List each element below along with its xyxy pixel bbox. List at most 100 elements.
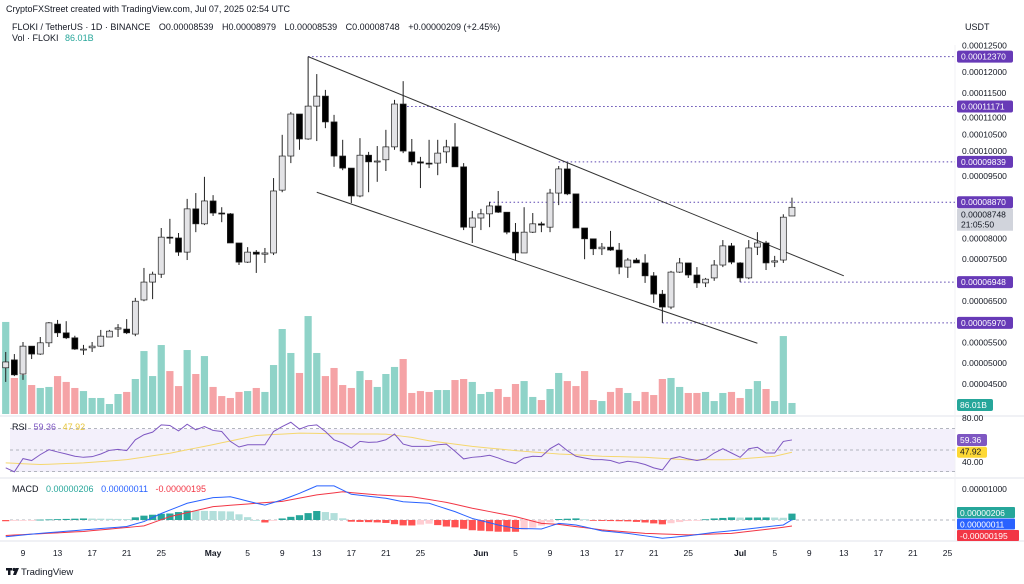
macd-histogram-bar [788, 513, 796, 520]
rsi-value-axis-label: 59.36 [960, 435, 982, 445]
macd-histogram-bar [727, 517, 736, 520]
candle [261, 247, 269, 263]
macd-histogram-bar [347, 520, 355, 522]
volume-bar [235, 391, 243, 414]
macd-signal-axis-label-box [957, 530, 1019, 541]
level-price-label-box [957, 196, 1013, 209]
candle [157, 228, 165, 278]
volume-bar [416, 391, 425, 414]
candle-body [745, 247, 753, 279]
time-tick-label: Jul [734, 548, 746, 558]
volume-bar [97, 397, 105, 414]
candle-body [114, 327, 122, 330]
channel-upper-trendline[interactable] [307, 56, 844, 277]
candle [494, 190, 502, 214]
candle-body [754, 242, 761, 248]
price-tick-label: 0.00004500 [962, 379, 1007, 389]
tradingview-logo[interactable]: TradingView [6, 567, 73, 578]
macd-signal-line [5, 491, 793, 536]
candle-body [106, 330, 113, 338]
candle-body [607, 246, 614, 251]
volume-bar [53, 376, 62, 414]
candle-body [54, 323, 61, 334]
candle [140, 267, 148, 302]
time-tick-label: 17 [614, 548, 624, 558]
volume-bar [123, 391, 131, 414]
symbol-legend[interactable]: FLOKI / TetherUS · 1D · BINANCE O0.00008… [12, 22, 500, 32]
volume-bar [71, 387, 79, 414]
time-tick-label: 9 [280, 548, 285, 558]
rsi-legend[interactable]: RSI 59.36 47.92 [12, 422, 85, 432]
candle-body [209, 200, 217, 214]
candle [131, 297, 139, 337]
candle [54, 319, 61, 337]
macd-histogram-bar [209, 511, 217, 520]
volume-bar [494, 389, 502, 414]
candle-body [123, 328, 131, 334]
candle-body [399, 103, 407, 152]
time-axis[interactable]: 9 13 17 21 25 May 5 9 13 17 21 25 Jun 5 9 13 17 21 25 Jul 5 9… [21, 548, 953, 558]
channel-lower-trendline[interactable] [316, 191, 758, 344]
candle-body [503, 211, 511, 233]
volume-bar [10, 377, 18, 414]
macd-histogram-bar [511, 520, 520, 532]
rsi-ma-axis-label: 47.92 [960, 447, 982, 457]
volume-bar [295, 372, 304, 414]
candle-body [201, 200, 208, 225]
volume-bar [658, 379, 666, 414]
candle [443, 139, 450, 164]
candle-body [667, 271, 675, 308]
candle [684, 262, 692, 278]
time-tick-label: 21 [381, 548, 391, 558]
candle [391, 99, 398, 150]
candle-body [287, 113, 295, 157]
candle [719, 240, 727, 268]
candle [347, 167, 355, 204]
volume-bar [477, 394, 485, 414]
candle-body [581, 227, 588, 240]
candle [503, 211, 511, 235]
candle-body [563, 168, 571, 195]
volume-bar [19, 375, 27, 414]
candle [754, 232, 761, 256]
candle-body [693, 274, 701, 284]
volume-bars [2, 316, 796, 414]
macd-histogram-bar [589, 520, 597, 521]
candle [175, 232, 182, 256]
macd-histogram-bar [701, 519, 710, 521]
candle [218, 207, 226, 223]
candle-body [779, 216, 787, 261]
macd-legend[interactable]: MACD 0.00000206 0.00000011 -0.00000195 [12, 484, 206, 494]
volume-bar [572, 386, 580, 414]
trendlines[interactable] [307, 56, 844, 344]
macd-histogram-bar [269, 520, 278, 521]
macd-histogram-bar [62, 518, 70, 520]
time-tick-label: 21 [122, 548, 132, 558]
macd-histogram-bar [684, 520, 692, 521]
volume-bar [114, 394, 122, 414]
volume-bar [589, 400, 597, 414]
price-tick-label: 0.00006500 [962, 296, 1007, 306]
macd-histogram-bar [779, 517, 787, 520]
price-axis[interactable]: 0.00004500 0.00005000 0.00005500 0.00006500… [957, 41, 1013, 411]
candle-body [2, 361, 10, 369]
candle [252, 250, 260, 273]
macd-hist-axis-label-box [957, 507, 1015, 518]
volume-bar [537, 400, 545, 414]
level-price-label: 0.00011171 [961, 101, 1005, 111]
macd-histogram-bar [79, 518, 88, 520]
volume-bar [45, 386, 53, 414]
candle [373, 146, 381, 182]
volume-legend[interactable]: Vol · FLOKI 86.01B [12, 33, 94, 43]
candle [624, 257, 632, 278]
volume-bar [434, 390, 442, 414]
candle-body [529, 223, 537, 233]
macd-histogram-bar [485, 520, 494, 532]
macd-histogram-bar [408, 520, 416, 526]
volume-legend-value: 86.01B [65, 33, 94, 43]
level-price-label: 0.00009839 [961, 157, 1006, 167]
candle-body [175, 237, 182, 253]
candle [62, 321, 70, 340]
volume-bar [425, 391, 433, 414]
